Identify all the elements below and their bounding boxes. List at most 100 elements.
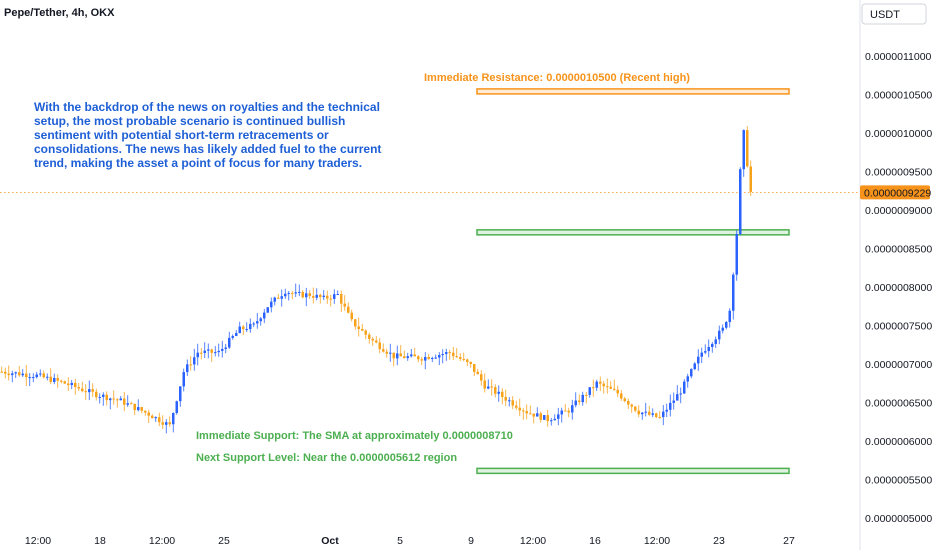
- candle-body: [224, 347, 227, 349]
- candle: [536, 407, 539, 417]
- symbol-title[interactable]: Pepe/Tether, 4h, OKX: [4, 7, 115, 19]
- candle: [329, 294, 332, 307]
- candle-body: [319, 294, 322, 298]
- candle-body: [529, 413, 532, 415]
- candle: [438, 352, 441, 366]
- candle-body: [63, 381, 66, 384]
- time-tick-label: 25: [218, 535, 230, 547]
- candle: [158, 412, 161, 427]
- zone-immediate-support[interactable]: [476, 229, 790, 236]
- candle: [686, 373, 689, 388]
- candle: [326, 290, 329, 304]
- candle: [137, 399, 140, 412]
- candle-body: [217, 350, 220, 353]
- candle: [200, 348, 203, 360]
- candle-body: [273, 297, 276, 302]
- zone-immediate-resistance[interactable]: [476, 88, 790, 95]
- candle: [340, 290, 343, 313]
- price-zones[interactable]: [476, 88, 790, 475]
- commentary-note[interactable]: With the backdrop of the news on royalti…: [34, 100, 381, 170]
- candle: [231, 334, 234, 340]
- candle-body: [280, 296, 283, 299]
- candle: [277, 294, 280, 300]
- zone-next-support-level[interactable]: [476, 467, 790, 475]
- candle-body: [620, 393, 623, 399]
- candle-body: [413, 354, 416, 357]
- candle: [704, 344, 707, 355]
- candle-body: [256, 321, 259, 324]
- candle: [287, 290, 290, 301]
- candle-body: [336, 294, 339, 296]
- candle: [417, 355, 420, 363]
- candle-body: [480, 374, 483, 381]
- candle: [427, 353, 430, 360]
- candle: [518, 398, 521, 417]
- candle: [228, 331, 231, 349]
- candle-body: [560, 410, 563, 415]
- candle: [56, 374, 59, 388]
- candle-body: [382, 349, 385, 352]
- price-tick-label: 0.0000005500: [865, 475, 932, 487]
- candle-body: [364, 330, 367, 335]
- candle: [354, 318, 357, 330]
- candle: [35, 371, 38, 379]
- candle-body: [116, 399, 119, 401]
- time-tick-label: Oct: [321, 535, 339, 547]
- currency-button-frame: [861, 3, 927, 25]
- candle: [63, 380, 66, 384]
- candle: [249, 318, 252, 333]
- candle-body: [291, 293, 294, 295]
- candle: [553, 414, 556, 421]
- candle: [452, 346, 455, 361]
- candle-body: [294, 292, 297, 294]
- candle-body: [623, 398, 626, 402]
- candle-body: [536, 413, 539, 417]
- next-support-label[interactable]: Next Support Level: Near the 0.000000561…: [196, 452, 457, 464]
- candle: [126, 395, 129, 407]
- candle-body: [490, 386, 493, 388]
- candle: [49, 368, 52, 385]
- candle-body: [543, 415, 546, 420]
- candle-body: [270, 301, 273, 308]
- candle-body: [686, 376, 689, 382]
- resistance-label[interactable]: Immediate Resistance: 0.0000010500 (Rece…: [424, 72, 690, 84]
- candle-body: [154, 417, 157, 419]
- price-axis[interactable]: 0.0000011000 0.0000010500 0.0000010000 0.00…: [859, 0, 932, 550]
- support-label[interactable]: Immediate Support: The SMA at approximat…: [196, 430, 513, 442]
- candle: [81, 381, 84, 393]
- candle-body: [333, 294, 336, 299]
- candle: [742, 129, 745, 177]
- candlestick-series: [0, 126, 752, 434]
- candle: [511, 396, 514, 410]
- candle-body: [238, 326, 241, 334]
- candle: [749, 160, 752, 196]
- price-tick-label: 0.0000009000: [865, 205, 932, 217]
- candle: [193, 348, 196, 371]
- candle: [245, 322, 248, 332]
- candle-body: [277, 297, 280, 299]
- candle-body: [732, 274, 735, 311]
- candle: [399, 345, 402, 357]
- candle-body: [567, 410, 570, 413]
- candle: [578, 394, 581, 405]
- candle: [179, 386, 182, 407]
- candle-body: [445, 352, 448, 355]
- currency-button[interactable]: USDT: [861, 3, 927, 25]
- candle-body: [574, 400, 577, 406]
- candle-body: [609, 386, 612, 389]
- candle: [588, 387, 591, 398]
- candle-body: [746, 130, 749, 167]
- candle: [252, 321, 255, 328]
- candle-body: [263, 312, 266, 319]
- candle-body: [469, 361, 472, 364]
- candle-body: [420, 359, 423, 361]
- candle-body: [4, 371, 7, 374]
- last-price-badge: 0.0000009229: [860, 185, 931, 200]
- candle-body: [704, 351, 707, 353]
- candle: [483, 373, 486, 393]
- candle-body: [697, 356, 700, 364]
- time-axis[interactable]: 12:00 18 12:00 25 Oct 5 9 12:00 16 12:00 23 27: [25, 535, 795, 547]
- candle: [25, 364, 28, 387]
- candle: [347, 302, 350, 314]
- candle: [697, 349, 700, 371]
